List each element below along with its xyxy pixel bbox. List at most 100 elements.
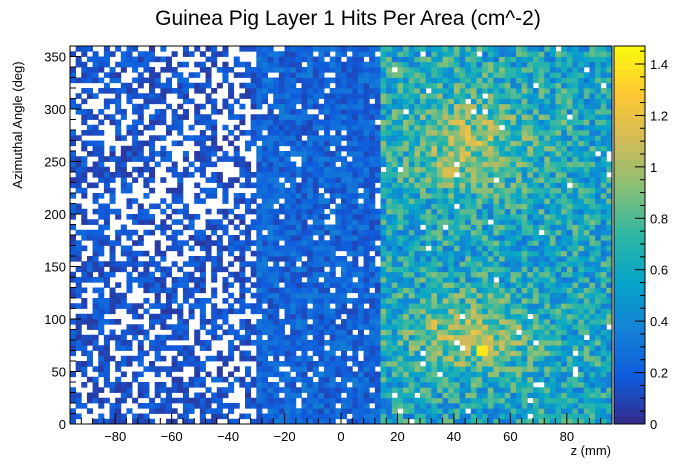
heatmap-cell <box>103 240 110 246</box>
heatmap-cell <box>341 408 348 414</box>
heatmap-cell <box>329 182 336 189</box>
heatmap-cell <box>499 208 506 215</box>
heatmap-cell <box>261 77 269 84</box>
heatmap-cell <box>504 56 511 63</box>
heatmap-cell <box>346 355 353 362</box>
heatmap-cell <box>199 319 206 325</box>
heatmap-cell <box>335 224 342 231</box>
heatmap-cell <box>436 308 444 315</box>
heatmap-cell <box>369 371 376 378</box>
heatmap-cell <box>487 303 494 309</box>
heatmap-cell <box>267 235 274 241</box>
heatmap-cell <box>261 93 269 99</box>
heatmap-cell <box>188 277 195 283</box>
heatmap-cell <box>549 151 556 157</box>
heatmap-cell <box>301 319 308 325</box>
heatmap-cell <box>239 250 246 257</box>
heatmap-cell <box>448 214 455 220</box>
heatmap-cell <box>493 51 500 57</box>
heatmap-cell <box>278 109 285 115</box>
heatmap-cell <box>284 277 291 283</box>
heatmap-cell <box>103 303 110 309</box>
heatmap-cell <box>81 235 88 241</box>
heatmap-cell <box>188 98 195 105</box>
heatmap-cell <box>391 61 398 68</box>
heatmap-cell <box>403 387 410 393</box>
heatmap-cell <box>357 124 364 131</box>
heatmap-cell <box>391 271 398 278</box>
heatmap-cell <box>256 229 263 236</box>
heatmap-cell <box>380 319 387 325</box>
heatmap-cell <box>544 198 551 204</box>
heatmap-cell <box>81 287 88 294</box>
heatmap-cell <box>233 403 240 409</box>
heatmap-cell <box>267 103 274 110</box>
heatmap-cell <box>273 371 280 378</box>
heatmap-cell <box>137 329 144 336</box>
heatmap-cell <box>374 319 381 325</box>
heatmap-cell <box>391 371 398 378</box>
heatmap-cell <box>521 361 528 367</box>
heatmap-cell <box>188 355 195 362</box>
heatmap-cell <box>453 103 460 110</box>
heatmap-cell <box>431 156 438 162</box>
heatmap-cell <box>425 98 432 105</box>
heatmap-cell <box>256 172 263 178</box>
heatmap-cell <box>98 371 105 378</box>
heatmap-cell <box>329 56 336 63</box>
heatmap-cell <box>250 208 257 215</box>
heatmap-cell <box>239 261 246 267</box>
heatmap-cell <box>92 72 99 78</box>
heatmap-cell <box>380 224 387 231</box>
heatmap-cell <box>160 109 167 115</box>
heatmap-cell <box>397 392 404 399</box>
heatmap-cell <box>216 266 223 273</box>
heatmap-cell <box>318 287 325 294</box>
heatmap-cell <box>431 203 438 210</box>
heatmap-cell <box>256 114 263 120</box>
heatmap-cell <box>436 366 444 372</box>
heatmap-cell <box>115 72 122 78</box>
heatmap-cell <box>335 72 342 78</box>
heatmap-cell <box>132 355 139 362</box>
heatmap-cell <box>549 371 556 378</box>
heatmap-cell <box>335 235 342 241</box>
heatmap-cell <box>436 98 444 105</box>
heatmap-cell <box>346 298 353 304</box>
heatmap-cell <box>403 334 410 341</box>
heatmap-cell <box>470 187 477 194</box>
heatmap-cell <box>216 109 223 115</box>
heatmap-cell <box>301 308 308 315</box>
heatmap-cell <box>397 130 404 136</box>
heatmap-cell <box>335 130 342 136</box>
heatmap-cell <box>499 46 506 52</box>
heatmap-cell <box>103 376 110 383</box>
heatmap-cell <box>414 114 421 120</box>
heatmap-cell <box>245 172 252 178</box>
heatmap-cell <box>222 187 229 194</box>
heatmap-cell <box>521 261 528 267</box>
heatmap-cell <box>465 151 472 157</box>
heatmap-cell <box>544 298 551 304</box>
heatmap-cell <box>335 182 342 189</box>
heatmap-cell <box>199 397 206 404</box>
heatmap-cell <box>414 340 421 346</box>
heatmap-cell <box>115 261 122 267</box>
heatmap-cell <box>109 245 116 252</box>
heatmap-cell <box>261 208 269 215</box>
heatmap-cell <box>341 413 348 420</box>
heatmap-cell <box>352 140 359 147</box>
heatmap-cell <box>465 324 472 330</box>
heatmap-cell <box>544 334 551 341</box>
heatmap-cell <box>324 114 331 120</box>
heatmap-cell <box>448 208 455 215</box>
heatmap-cell <box>75 103 82 110</box>
heatmap-cell <box>132 418 139 425</box>
heatmap-cell <box>363 413 370 420</box>
heatmap-cell <box>318 340 325 346</box>
heatmap-cell <box>222 124 229 131</box>
heatmap-cell <box>261 324 269 330</box>
heatmap-cell <box>425 46 432 52</box>
heatmap-cell <box>470 287 477 294</box>
heatmap-cell <box>171 140 178 147</box>
